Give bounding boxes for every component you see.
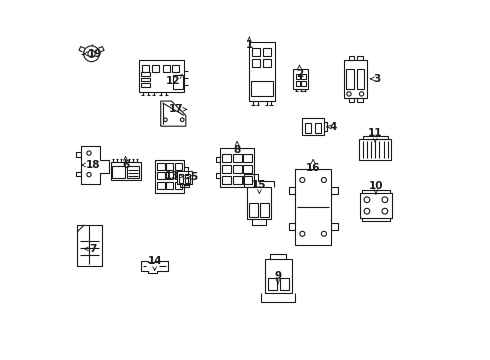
Bar bbox=[222, 176, 231, 184]
Bar bbox=[301, 74, 306, 78]
Bar bbox=[175, 172, 182, 179]
Text: 13: 13 bbox=[165, 171, 180, 181]
Bar bbox=[111, 162, 141, 180]
Bar bbox=[141, 72, 150, 76]
Bar bbox=[141, 78, 150, 81]
Bar bbox=[141, 83, 150, 87]
Text: 14: 14 bbox=[147, 256, 162, 266]
Bar bbox=[357, 55, 363, 60]
Text: 16: 16 bbox=[306, 163, 320, 173]
Bar bbox=[304, 123, 311, 133]
Bar bbox=[155, 160, 184, 193]
Bar bbox=[252, 48, 260, 56]
Bar bbox=[265, 259, 292, 293]
Bar bbox=[157, 163, 165, 170]
Bar bbox=[249, 203, 258, 217]
Bar bbox=[357, 69, 364, 89]
Text: 7: 7 bbox=[89, 244, 97, 254]
Bar bbox=[296, 81, 300, 86]
Bar bbox=[166, 182, 173, 189]
Bar bbox=[363, 136, 388, 139]
Text: 15: 15 bbox=[252, 180, 267, 190]
Bar bbox=[166, 172, 173, 179]
Bar bbox=[301, 81, 306, 86]
Bar bbox=[173, 75, 183, 89]
Bar bbox=[251, 81, 273, 96]
Bar bbox=[163, 65, 170, 72]
Bar bbox=[243, 154, 252, 162]
Text: 3: 3 bbox=[373, 74, 381, 84]
Bar bbox=[243, 176, 252, 184]
Bar bbox=[294, 69, 308, 89]
Bar bbox=[360, 193, 392, 218]
Bar bbox=[179, 174, 183, 183]
Bar bbox=[263, 48, 271, 56]
Text: 2: 2 bbox=[296, 69, 303, 79]
Bar bbox=[268, 278, 276, 290]
Bar bbox=[296, 74, 300, 78]
Bar bbox=[175, 163, 182, 170]
Text: 10: 10 bbox=[368, 181, 383, 192]
Bar bbox=[349, 55, 354, 60]
Bar bbox=[233, 154, 242, 162]
Text: 17: 17 bbox=[169, 104, 183, 114]
Bar bbox=[263, 59, 271, 67]
Text: 6: 6 bbox=[122, 160, 129, 170]
Text: 8: 8 bbox=[234, 145, 241, 155]
Text: 1: 1 bbox=[245, 40, 253, 50]
Bar bbox=[315, 123, 321, 133]
Bar bbox=[349, 98, 354, 102]
Bar bbox=[222, 165, 231, 173]
Bar bbox=[177, 171, 192, 184]
Bar bbox=[343, 60, 367, 98]
Bar bbox=[359, 139, 392, 160]
Bar bbox=[186, 174, 190, 183]
Bar bbox=[126, 166, 139, 178]
Bar bbox=[175, 182, 182, 189]
Bar bbox=[243, 165, 252, 173]
Bar bbox=[233, 176, 242, 184]
Text: 9: 9 bbox=[274, 271, 282, 281]
Text: 12: 12 bbox=[166, 76, 180, 86]
Bar bbox=[152, 65, 159, 72]
Bar bbox=[302, 118, 324, 135]
Bar bbox=[260, 203, 269, 217]
Text: 18: 18 bbox=[86, 160, 100, 170]
Bar bbox=[157, 182, 165, 189]
Bar bbox=[280, 278, 289, 290]
Bar bbox=[142, 65, 149, 72]
Bar bbox=[357, 98, 363, 102]
Bar bbox=[233, 165, 242, 173]
Bar bbox=[295, 169, 331, 244]
Bar bbox=[112, 166, 125, 178]
Text: 11: 11 bbox=[368, 128, 382, 138]
Bar bbox=[166, 163, 173, 170]
Bar bbox=[248, 42, 275, 101]
Text: 4: 4 bbox=[330, 122, 337, 132]
Bar bbox=[222, 154, 231, 162]
Bar bbox=[172, 65, 179, 72]
Bar bbox=[247, 187, 271, 220]
Bar bbox=[220, 148, 254, 187]
Text: 5: 5 bbox=[191, 172, 198, 183]
Bar bbox=[346, 69, 354, 89]
Bar bbox=[157, 172, 165, 179]
Bar bbox=[139, 60, 184, 92]
Bar bbox=[252, 59, 260, 67]
Text: 19: 19 bbox=[88, 49, 102, 59]
